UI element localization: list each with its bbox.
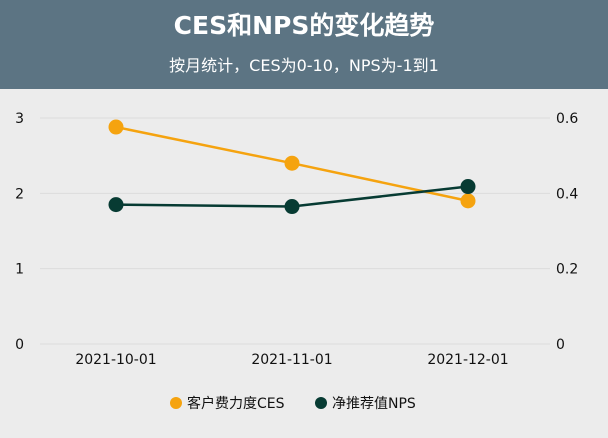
x-tick-label: 2021-11-01	[251, 352, 332, 368]
legend-marker	[315, 397, 327, 409]
right-tick-label: 0.4	[556, 186, 578, 202]
left-axis: 0 1 2 3	[15, 111, 24, 353]
legend-label: 净推荐值NPS	[332, 396, 416, 412]
grid-lines	[40, 117, 550, 345]
x-tick-label: 2021-12-01	[427, 352, 508, 368]
x-tick-label: 2021-10-01	[75, 352, 156, 368]
right-tick-label: 0.6	[556, 111, 578, 127]
legend-label: 客户费力度CES	[187, 395, 285, 412]
left-tick-label: 0	[15, 337, 24, 353]
legend: 客户费力度CES 净推荐值NPS	[170, 395, 416, 412]
data-point	[108, 197, 124, 213]
data-point	[284, 199, 300, 215]
data-point	[284, 155, 300, 171]
data-point	[460, 193, 476, 209]
data-point	[460, 179, 476, 195]
legend-marker	[170, 397, 182, 409]
series-group	[108, 119, 476, 215]
x-axis: 2021-10-01 2021-11-01 2021-12-01	[75, 352, 508, 368]
chart-subtitle: 按月统计，CES为0-10，NPS为-1到1	[169, 56, 439, 75]
right-axis: 0 0.2 0.4 0.6	[556, 111, 578, 353]
right-tick-label: 0	[556, 337, 565, 353]
chart-title: CES和NPS的变化趋势	[173, 11, 435, 40]
chart-header: CES和NPS的变化趋势 按月统计，CES为0-10，NPS为-1到1	[0, 0, 608, 89]
left-tick-label: 2	[15, 186, 24, 202]
right-tick-label: 0.2	[556, 262, 578, 278]
left-tick-label: 3	[15, 111, 24, 127]
left-tick-label: 1	[15, 262, 24, 278]
data-point	[108, 119, 124, 135]
